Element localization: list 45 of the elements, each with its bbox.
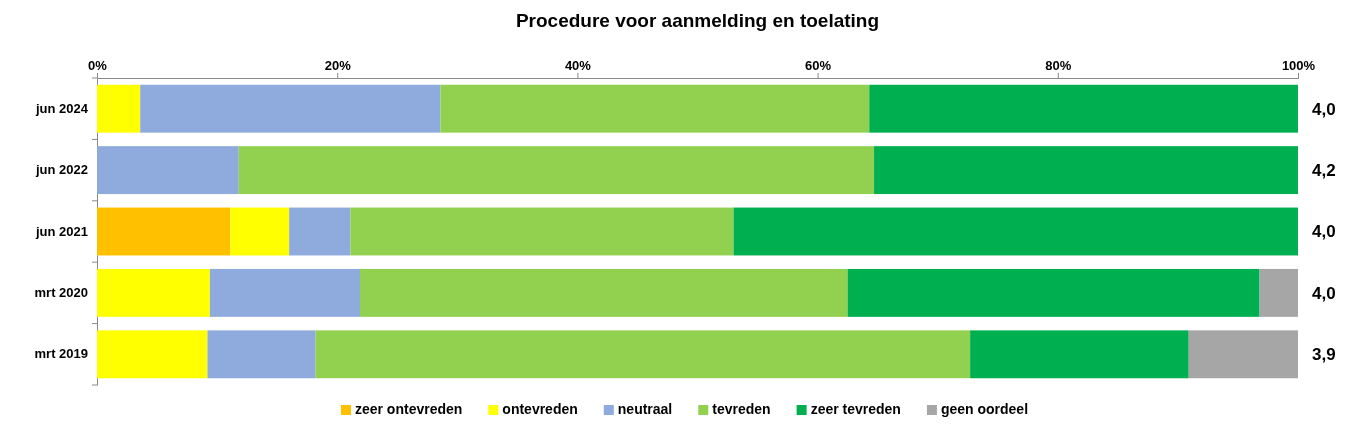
x-tick-label: 20% [324, 58, 352, 73]
bar [874, 146, 1298, 195]
text: 3,9 [1312, 345, 1336, 365]
legend-label: ontevreden [502, 401, 578, 417]
bar [97, 207, 231, 256]
text: 4,0 [1312, 222, 1336, 242]
bar [970, 330, 1189, 379]
bar [97, 84, 141, 133]
bar [1188, 330, 1298, 379]
text: 4,0 [1312, 99, 1336, 119]
x-tick-label: 40% [564, 58, 592, 73]
x-tick-label: 0% [88, 58, 108, 73]
bar [1259, 268, 1298, 317]
y-tick-label: mrt 2020 [34, 285, 88, 301]
bar [289, 207, 351, 256]
bar [97, 146, 239, 195]
y-tick-label: jun 2024 [34, 100, 89, 116]
bar [350, 207, 734, 256]
legend-label: geen oordeel [940, 401, 1029, 417]
bar [97, 268, 210, 317]
legend-label: zeer ontevreden [354, 401, 463, 417]
bar [97, 330, 208, 379]
bar [869, 84, 1298, 133]
y-tick-label: mrt 2019 [34, 346, 88, 362]
bar [315, 330, 971, 379]
bar [207, 330, 316, 379]
y-tick-label: jun 2021 [34, 223, 88, 239]
text: 4,2 [1312, 161, 1336, 181]
x-tick-label: 80% [1045, 58, 1072, 73]
bar [238, 146, 875, 195]
bar [733, 207, 1298, 256]
bar [209, 268, 361, 317]
x-tick-label: 100% [1281, 58, 1316, 73]
bar [360, 268, 848, 317]
x-tick-label: 60% [805, 58, 832, 73]
bar [440, 84, 870, 133]
legend-label: zeer tevreden [810, 401, 901, 417]
bar [230, 207, 290, 256]
y-tick-label: jun 2022 [34, 162, 88, 178]
text: 4,0 [1312, 283, 1336, 303]
chart-title: Procedure voor aanmelding en toelating [515, 10, 880, 31]
legend-label: neutraal [617, 401, 673, 417]
bar [140, 84, 441, 133]
legend-label: tevreden [712, 401, 771, 417]
bar [847, 268, 1260, 317]
